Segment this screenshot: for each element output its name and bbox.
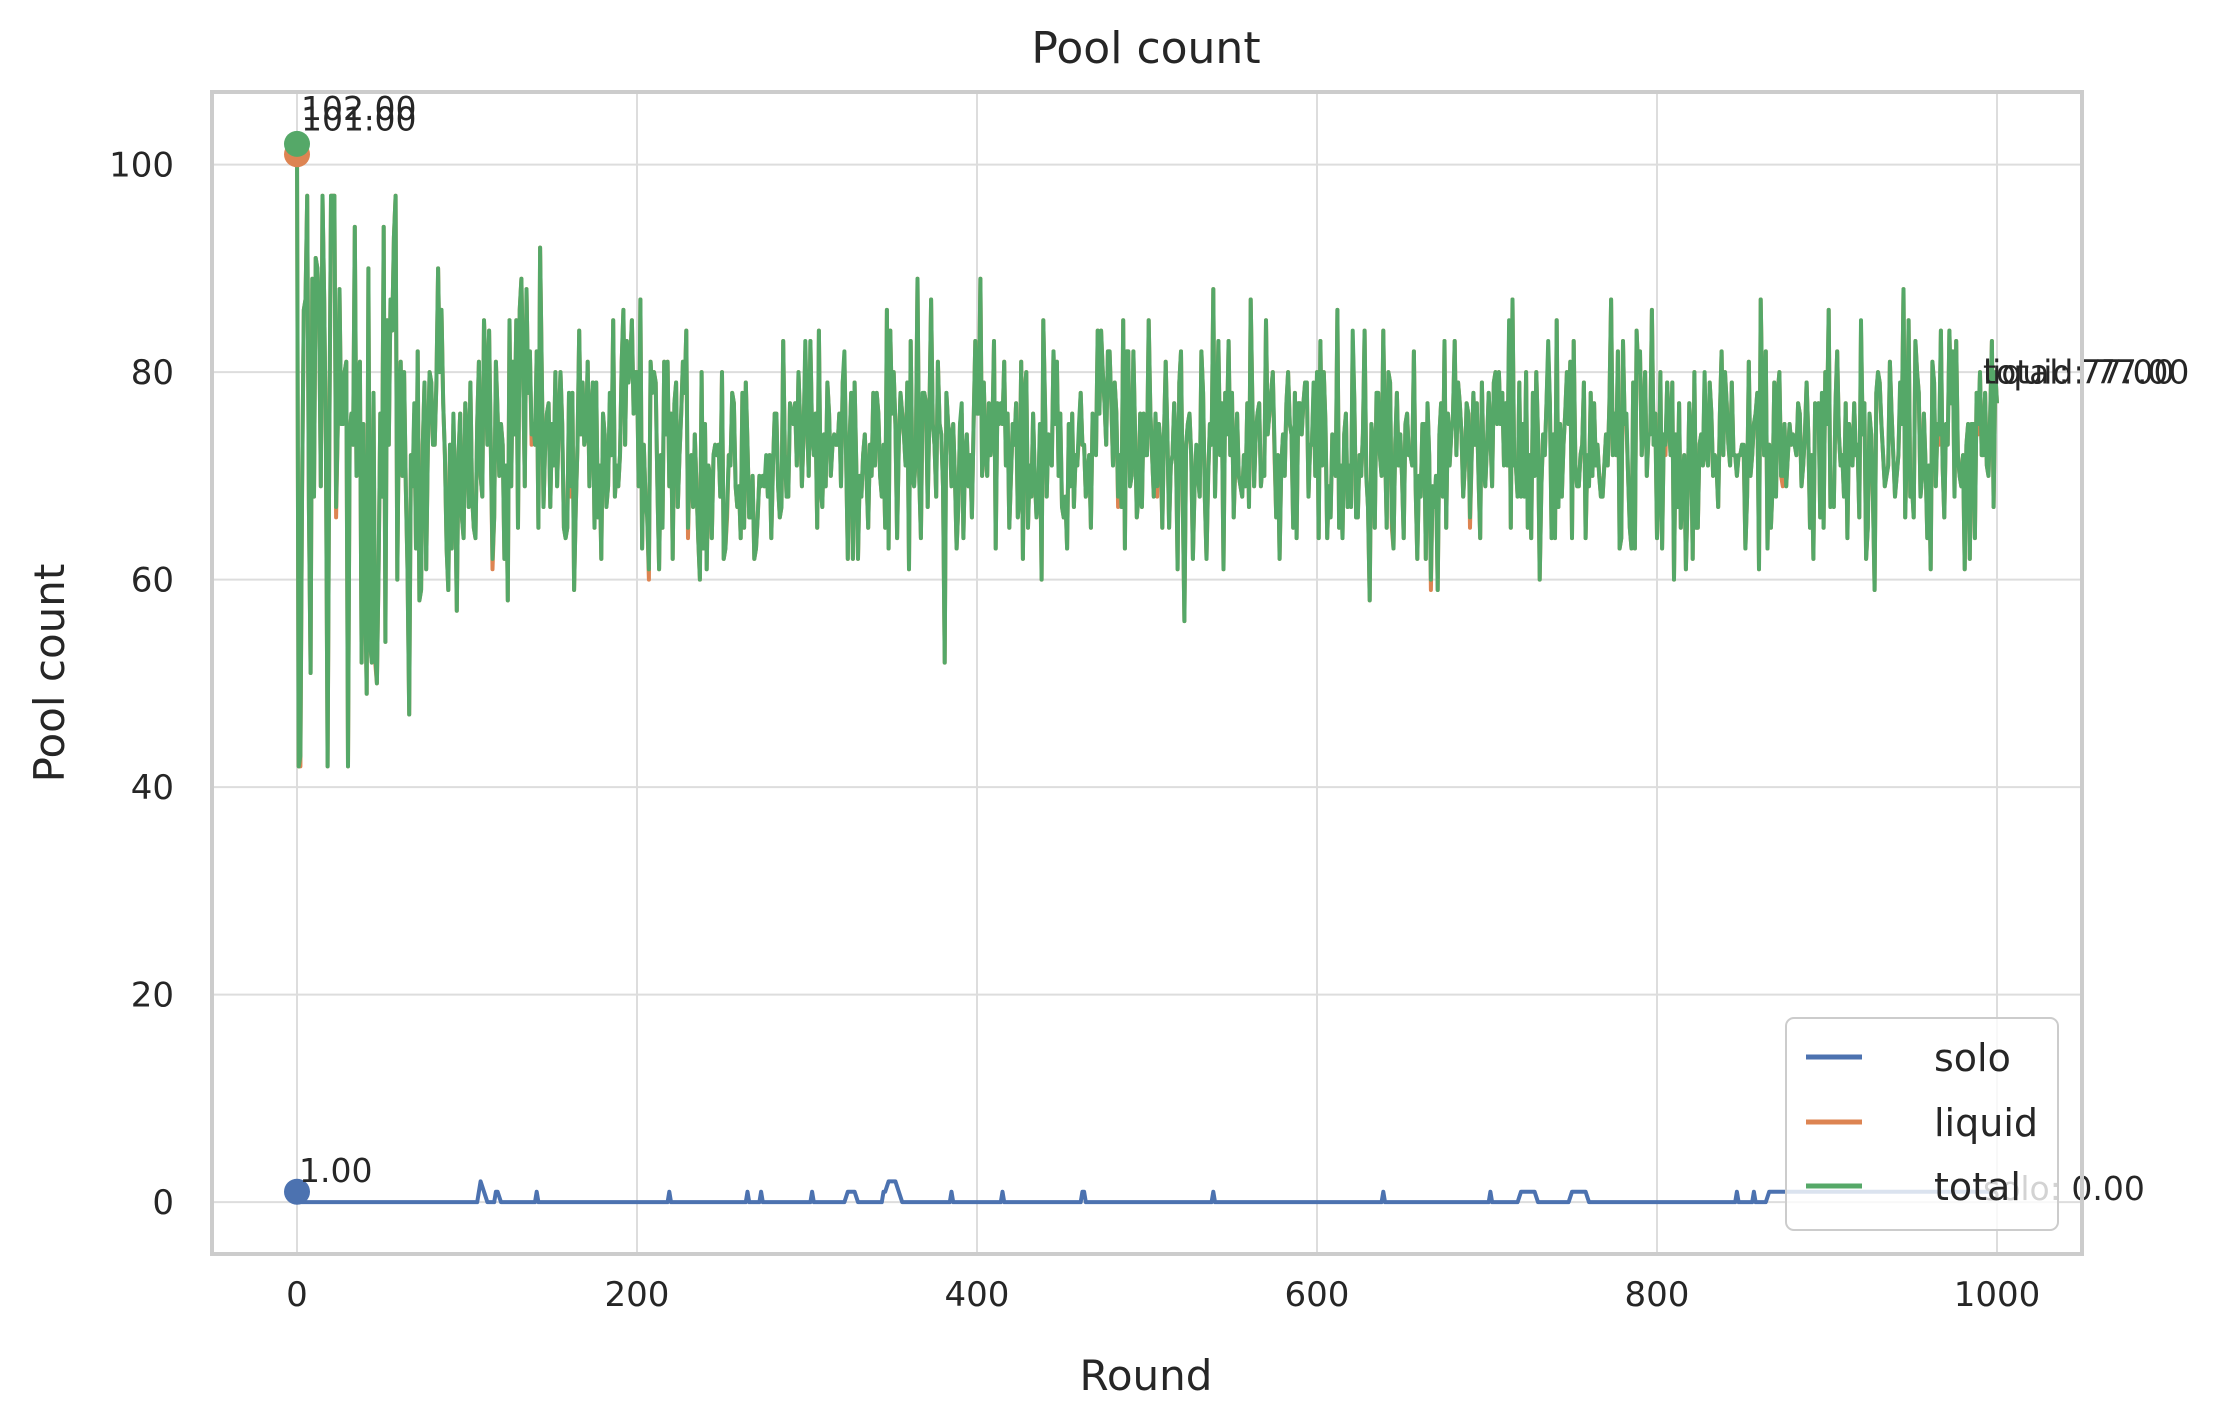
legend-solo-label: solo <box>1934 1036 2011 1080</box>
legend: solo liquid total <box>1785 1017 2059 1231</box>
total-start-marker <box>284 130 310 157</box>
y-tick-label: 100 <box>109 146 174 186</box>
legend-liquid-label: liquid <box>1934 1101 2038 1145</box>
x-tick-label: 400 <box>945 1275 1010 1315</box>
annotation-total-start: 102.00 <box>301 89 416 128</box>
x-tick-label: 800 <box>1625 1275 1690 1315</box>
series-layer <box>295 143 1999 1205</box>
series-solo-line <box>295 1179 1997 1205</box>
y-tick-labels: 0 20 40 60 80 100 <box>109 146 174 1224</box>
chart-title: Pool count <box>1031 23 1260 74</box>
annotation-solo-start: 1.00 <box>299 1151 372 1190</box>
y-axis-label: Pool count <box>25 564 74 783</box>
plot-frame <box>210 90 2084 1256</box>
x-tick-labels: 0 200 400 600 800 1000 <box>286 1275 2040 1315</box>
annotation-liquid-end: liquid: 77.00 <box>1983 352 2189 391</box>
annotation-liquid-start: 101.00 <box>301 99 416 138</box>
series-total-line <box>295 143 1999 769</box>
y-tick-label: 80 <box>131 353 174 393</box>
x-tick-label: 200 <box>605 1275 670 1315</box>
legend-box <box>1785 1017 2059 1231</box>
x-tick-label: 0 <box>286 1275 308 1315</box>
y-tick-label: 60 <box>131 561 174 601</box>
y-tick-label: 20 <box>131 976 174 1016</box>
endpoint-markers <box>284 130 310 1205</box>
x-tick-label: 600 <box>1285 1275 1350 1315</box>
y-tick-label: 40 <box>131 768 174 808</box>
y-tick-label: 0 <box>152 1183 174 1223</box>
x-axis-label: Round <box>1080 1351 1213 1400</box>
annotation-total-end: total: 77.00 <box>1983 352 2175 391</box>
solo-start-marker <box>284 1178 310 1205</box>
x-tick-label: 1000 <box>1954 1275 2041 1315</box>
legend-total-label: total <box>1934 1165 2021 1209</box>
